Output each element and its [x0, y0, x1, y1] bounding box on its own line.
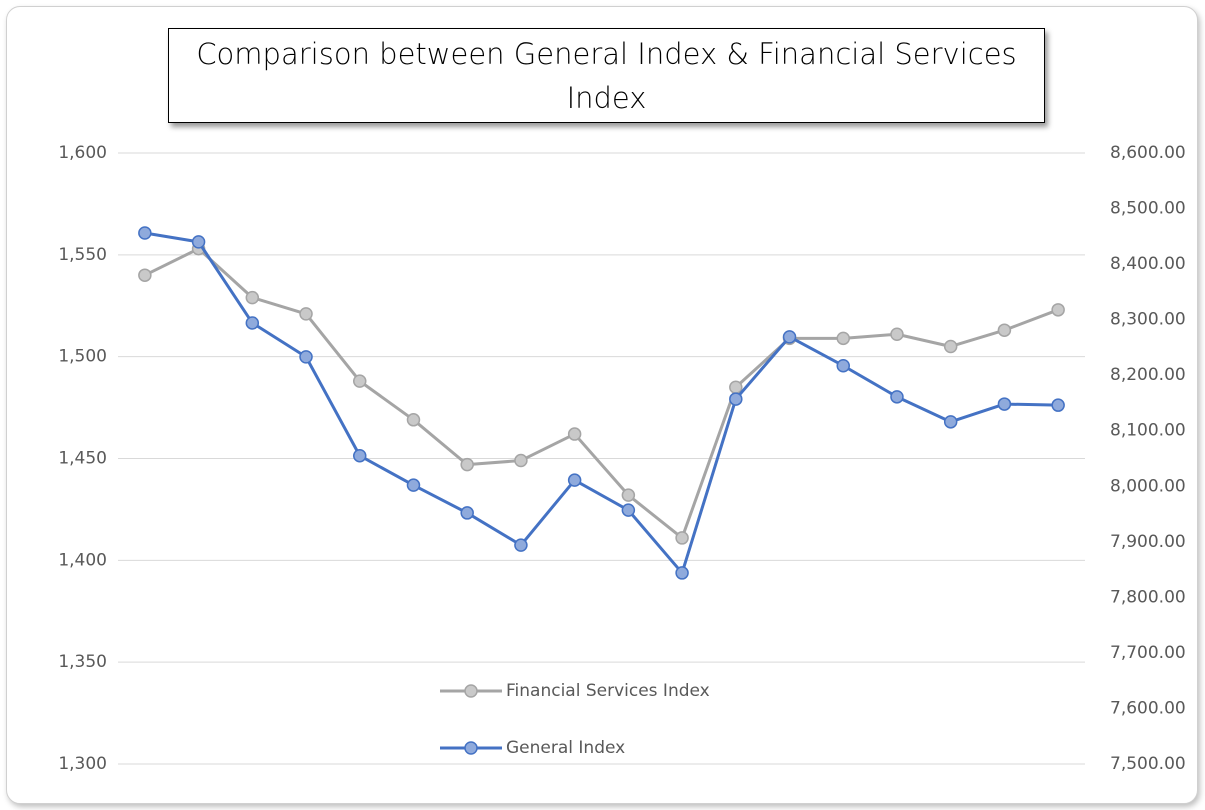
y2-tick-label: 8,100.00	[1110, 421, 1186, 441]
y-tick-label: 1,300	[58, 754, 107, 774]
data-point	[138, 268, 152, 282]
legend-label: Financial Services Index	[506, 681, 710, 701]
data-point	[997, 397, 1012, 411]
data-point	[567, 427, 582, 441]
y2-tick-label: 7,800.00	[1110, 587, 1186, 607]
y-tick-label: 1,350	[58, 652, 107, 672]
data-point	[460, 506, 474, 520]
data-point	[460, 457, 474, 472]
data-point	[621, 503, 636, 517]
series-line	[144, 247, 1059, 540]
y2-tick-label: 8,400.00	[1110, 254, 1186, 274]
y2-tick-label: 7,600.00	[1110, 698, 1186, 718]
data-point	[997, 323, 1012, 337]
data-point	[675, 531, 689, 545]
legend-marker	[464, 741, 478, 755]
data-point	[621, 488, 636, 502]
data-point	[353, 448, 367, 463]
data-point	[675, 566, 689, 580]
data-point	[514, 453, 528, 468]
data-point	[406, 413, 421, 427]
data-point	[836, 358, 850, 373]
data-point	[299, 350, 313, 364]
data-point	[1051, 303, 1065, 317]
y2-tick-label: 8,300.00	[1110, 310, 1186, 330]
data-point	[406, 478, 421, 492]
data-point	[514, 538, 528, 552]
data-point	[782, 330, 797, 344]
y2-tick-label: 8,200.00	[1110, 365, 1186, 385]
data-point	[836, 331, 850, 346]
data-point	[353, 374, 367, 388]
data-point	[138, 226, 152, 240]
data-point	[729, 392, 743, 406]
y-tick-label: 1,400	[58, 550, 107, 570]
y2-tick-label: 7,700.00	[1110, 643, 1186, 663]
legend-label: General Index	[506, 738, 625, 758]
y2-tick-label: 7,500.00	[1110, 754, 1186, 774]
data-point	[890, 327, 904, 342]
data-point	[943, 339, 958, 354]
y2-tick-label: 8,600.00	[1110, 143, 1186, 163]
y2-tick-label: 8,500.00	[1110, 199, 1186, 219]
y2-tick-label: 8,000.00	[1110, 476, 1186, 496]
chart-title: Comparison between General Index & Finan…	[168, 28, 1045, 123]
y-tick-label: 1,600	[58, 143, 107, 163]
data-point	[890, 390, 904, 404]
data-point	[729, 380, 743, 394]
data-point	[567, 473, 582, 487]
y-tick-label: 1,500	[58, 347, 107, 367]
legend-marker	[464, 684, 478, 698]
series-line	[144, 231, 1059, 575]
data-point	[245, 316, 260, 330]
data-point	[943, 415, 958, 429]
data-point	[191, 235, 206, 249]
data-point	[245, 290, 260, 305]
data-point	[1051, 398, 1065, 412]
y2-tick-label: 7,900.00	[1110, 532, 1186, 552]
y-tick-label: 1,450	[58, 449, 107, 469]
data-point	[299, 307, 313, 321]
y-tick-label: 1,550	[58, 245, 107, 265]
